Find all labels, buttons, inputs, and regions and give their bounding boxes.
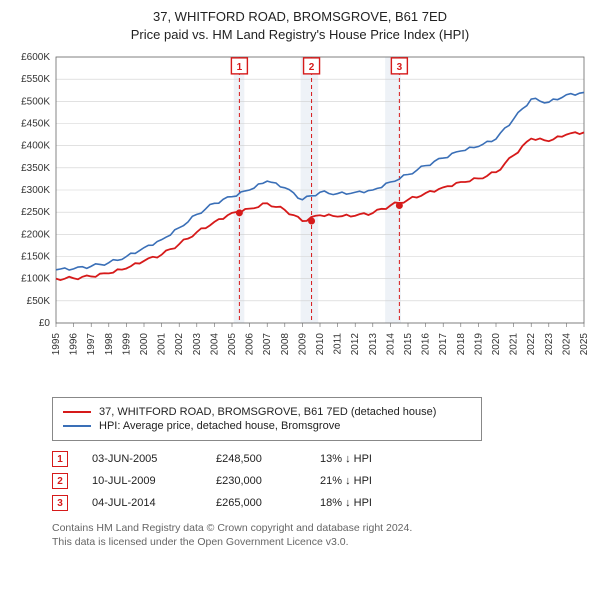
svg-text:1997: 1997 (86, 333, 97, 356)
svg-text:£400K: £400K (21, 141, 50, 152)
legend-swatch (63, 411, 91, 413)
svg-text:2007: 2007 (262, 333, 273, 356)
event-date: 04-JUL-2014 (92, 497, 192, 509)
svg-text:2011: 2011 (333, 333, 344, 355)
svg-text:2022: 2022 (526, 333, 537, 356)
chart-title-line1: 37, WHITFORD ROAD, BROMSGROVE, B61 7ED (8, 8, 592, 26)
sale-event-row: 3 04-JUL-2014 £265,000 18% ↓ HPI (52, 495, 592, 511)
svg-text:1996: 1996 (69, 333, 80, 356)
svg-text:1995: 1995 (51, 333, 62, 356)
svg-text:£0: £0 (39, 318, 51, 329)
svg-text:£500K: £500K (21, 96, 50, 107)
svg-text:2005: 2005 (227, 333, 238, 356)
attribution-footer: Contains HM Land Registry data © Crown c… (52, 521, 592, 549)
sale-events-table: 1 03-JUN-2005 £248,500 13% ↓ HPI 2 10-JU… (52, 451, 592, 511)
svg-text:2020: 2020 (491, 333, 502, 356)
svg-text:2010: 2010 (315, 333, 326, 356)
svg-text:1: 1 (237, 62, 243, 73)
event-badge: 1 (52, 451, 68, 467)
event-price: £265,000 (216, 497, 296, 509)
svg-text:2: 2 (309, 62, 315, 73)
svg-text:2024: 2024 (561, 333, 572, 356)
price-chart: £0 £50K £100K £150K £200K £250K £300K £350K £400… (8, 49, 592, 389)
svg-text:2025: 2025 (579, 333, 590, 356)
sale-event-row: 2 10-JUL-2009 £230,000 21% ↓ HPI (52, 473, 592, 489)
chart-svg: £0 £50K £100K £150K £200K £250K £300K £350K £400… (8, 49, 592, 389)
svg-text:2017: 2017 (438, 333, 449, 356)
svg-text:2006: 2006 (245, 333, 256, 356)
svg-text:2003: 2003 (192, 333, 203, 356)
legend-label: HPI: Average price, detached house, Brom… (99, 420, 340, 432)
svg-text:2013: 2013 (368, 333, 379, 356)
svg-text:1999: 1999 (121, 333, 132, 356)
svg-text:£50K: £50K (27, 296, 51, 307)
event-diff: 18% ↓ HPI (320, 497, 410, 509)
svg-text:£100K: £100K (21, 274, 50, 285)
svg-text:£150K: £150K (21, 252, 50, 263)
svg-text:2012: 2012 (350, 333, 361, 356)
svg-text:2000: 2000 (139, 333, 150, 356)
svg-text:2008: 2008 (280, 333, 291, 356)
svg-text:2021: 2021 (509, 333, 520, 356)
svg-text:2016: 2016 (421, 333, 432, 356)
svg-text:2015: 2015 (403, 333, 414, 356)
svg-text:£350K: £350K (21, 163, 50, 174)
svg-text:£200K: £200K (21, 229, 50, 240)
svg-text:£450K: £450K (21, 119, 50, 130)
svg-text:2002: 2002 (174, 333, 185, 356)
legend: 37, WHITFORD ROAD, BROMSGROVE, B61 7ED (… (52, 397, 482, 441)
legend-label: 37, WHITFORD ROAD, BROMSGROVE, B61 7ED (… (99, 406, 436, 418)
event-badge: 2 (52, 473, 68, 489)
event-diff: 13% ↓ HPI (320, 453, 410, 465)
event-price: £248,500 (216, 453, 296, 465)
event-badge: 3 (52, 495, 68, 511)
sale-event-row: 1 03-JUN-2005 £248,500 13% ↓ HPI (52, 451, 592, 467)
svg-text:£550K: £550K (21, 74, 50, 85)
svg-text:2023: 2023 (544, 333, 555, 356)
chart-title-block: 37, WHITFORD ROAD, BROMSGROVE, B61 7ED P… (8, 8, 592, 43)
svg-text:2001: 2001 (157, 333, 168, 356)
svg-text:£250K: £250K (21, 207, 50, 218)
svg-text:2014: 2014 (385, 333, 396, 356)
svg-text:1998: 1998 (104, 333, 115, 356)
event-date: 10-JUL-2009 (92, 475, 192, 487)
legend-swatch (63, 425, 91, 427)
footer-line1: Contains HM Land Registry data © Crown c… (52, 521, 592, 535)
event-diff: 21% ↓ HPI (320, 475, 410, 487)
chart-title-line2: Price paid vs. HM Land Registry's House … (8, 26, 592, 44)
svg-text:2009: 2009 (297, 333, 308, 356)
event-price: £230,000 (216, 475, 296, 487)
legend-item-property: 37, WHITFORD ROAD, BROMSGROVE, B61 7ED (… (63, 406, 471, 418)
footer-line2: This data is licensed under the Open Gov… (52, 535, 592, 549)
svg-text:3: 3 (397, 62, 403, 73)
legend-item-hpi: HPI: Average price, detached house, Brom… (63, 420, 471, 432)
event-date: 03-JUN-2005 (92, 453, 192, 465)
svg-text:2004: 2004 (209, 333, 220, 356)
svg-text:£600K: £600K (21, 52, 50, 63)
svg-text:£300K: £300K (21, 185, 50, 196)
svg-text:2018: 2018 (456, 333, 467, 356)
svg-text:2019: 2019 (473, 333, 484, 356)
